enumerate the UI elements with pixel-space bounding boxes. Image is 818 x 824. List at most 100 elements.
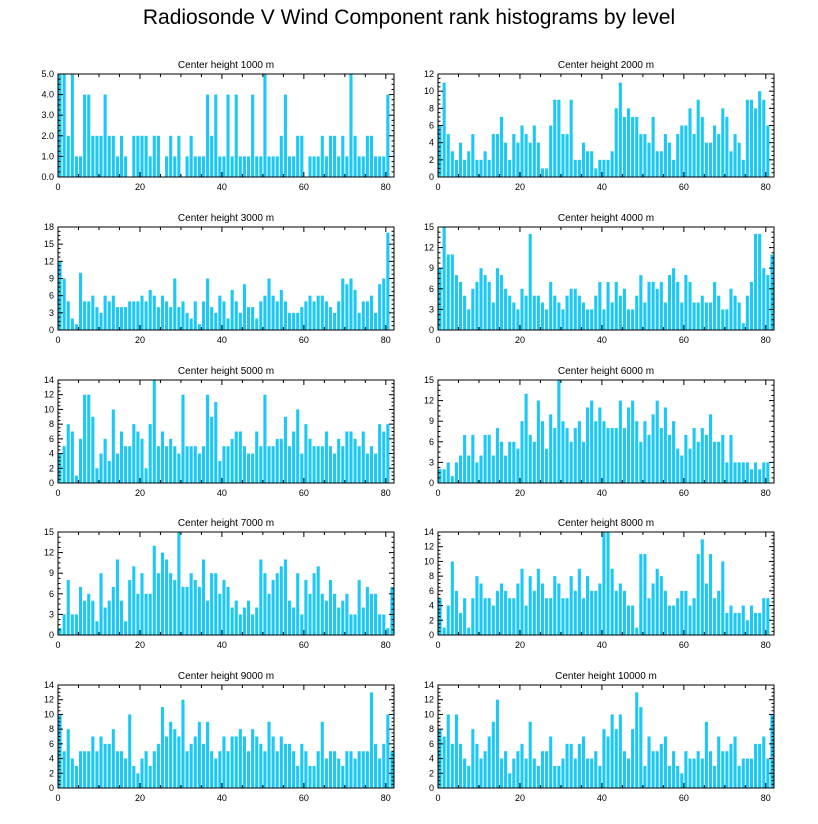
bar — [287, 156, 292, 177]
x-tick-label: 0 — [435, 488, 440, 498]
bar — [193, 301, 197, 330]
bar — [606, 428, 610, 483]
bar — [458, 743, 463, 788]
bar — [491, 302, 495, 330]
bar — [165, 301, 169, 330]
bar — [263, 751, 267, 788]
bar — [99, 736, 103, 788]
bar — [169, 307, 173, 330]
bar — [378, 156, 382, 177]
bar — [704, 302, 708, 330]
bar — [618, 583, 622, 635]
y-tick-label: 14 — [44, 375, 54, 385]
bar — [259, 559, 263, 635]
bar — [733, 612, 737, 635]
y-tick-label: 12 — [44, 390, 54, 400]
bar — [66, 424, 70, 483]
bar — [463, 159, 467, 177]
bar — [357, 156, 361, 177]
y-tick-label: 0 — [49, 630, 54, 640]
bar — [365, 751, 369, 788]
bar — [103, 607, 107, 635]
bar — [487, 434, 491, 483]
bar — [504, 455, 508, 483]
bar — [83, 301, 87, 330]
x-tick-label: 60 — [679, 488, 689, 498]
bar — [173, 729, 177, 788]
bar — [361, 156, 365, 177]
bar — [487, 736, 491, 788]
x-tick-label: 0 — [55, 488, 60, 498]
bar — [242, 607, 246, 635]
bar — [128, 714, 132, 788]
bar — [78, 438, 83, 483]
bar — [230, 289, 234, 330]
bar — [287, 312, 292, 330]
y-tick-label: 14 — [44, 680, 54, 690]
bar — [156, 573, 160, 635]
bar — [83, 600, 87, 635]
bar — [762, 462, 766, 483]
bar — [177, 135, 181, 177]
x-tick-label: 20 — [515, 335, 525, 345]
bar — [696, 441, 700, 483]
bar — [446, 714, 450, 788]
bar — [606, 281, 610, 330]
bar — [115, 453, 119, 483]
bar — [382, 743, 386, 788]
bar — [287, 600, 292, 635]
x-tick-label: 0 — [435, 182, 440, 192]
bar — [491, 721, 495, 788]
bar — [758, 233, 762, 330]
x-tick-label: 0 — [435, 640, 440, 650]
bar — [255, 431, 259, 483]
bar — [99, 573, 103, 635]
bar — [721, 434, 725, 483]
bar — [365, 301, 369, 330]
bar — [741, 159, 745, 177]
bar — [255, 318, 259, 330]
bar — [74, 614, 78, 635]
y-tick-label: 4 — [429, 754, 434, 764]
bar — [528, 434, 532, 483]
bar — [78, 272, 83, 330]
bar — [454, 159, 458, 177]
bar — [140, 295, 144, 330]
bar — [181, 699, 185, 788]
bar — [132, 424, 136, 483]
bar — [271, 446, 275, 483]
bar — [365, 453, 369, 483]
bar — [386, 94, 390, 177]
bar — [663, 590, 667, 635]
bar — [169, 721, 173, 788]
bar — [725, 462, 729, 483]
bar — [618, 714, 622, 788]
bar — [189, 573, 193, 635]
bar — [577, 568, 581, 635]
bar — [508, 159, 512, 177]
bar — [230, 438, 234, 483]
bar — [140, 573, 144, 635]
bar — [450, 254, 454, 330]
bar — [475, 281, 479, 330]
bar — [87, 593, 91, 635]
x-tick-label: 0 — [55, 335, 60, 345]
bar — [193, 156, 197, 177]
bar — [672, 751, 676, 788]
bar — [226, 318, 230, 330]
bar — [316, 751, 320, 788]
bar — [320, 295, 324, 330]
y-tick-label: 10 — [424, 709, 434, 719]
bar — [292, 156, 296, 177]
x-tick-label: 20 — [135, 182, 145, 192]
bar — [614, 729, 618, 788]
bar — [573, 758, 577, 788]
bar — [222, 580, 226, 635]
bar — [577, 421, 581, 483]
bar — [508, 441, 512, 483]
bar — [577, 743, 581, 788]
bar — [696, 302, 700, 330]
bar — [545, 598, 549, 635]
bar — [610, 302, 614, 330]
y-tick-label: 3 — [49, 609, 54, 619]
